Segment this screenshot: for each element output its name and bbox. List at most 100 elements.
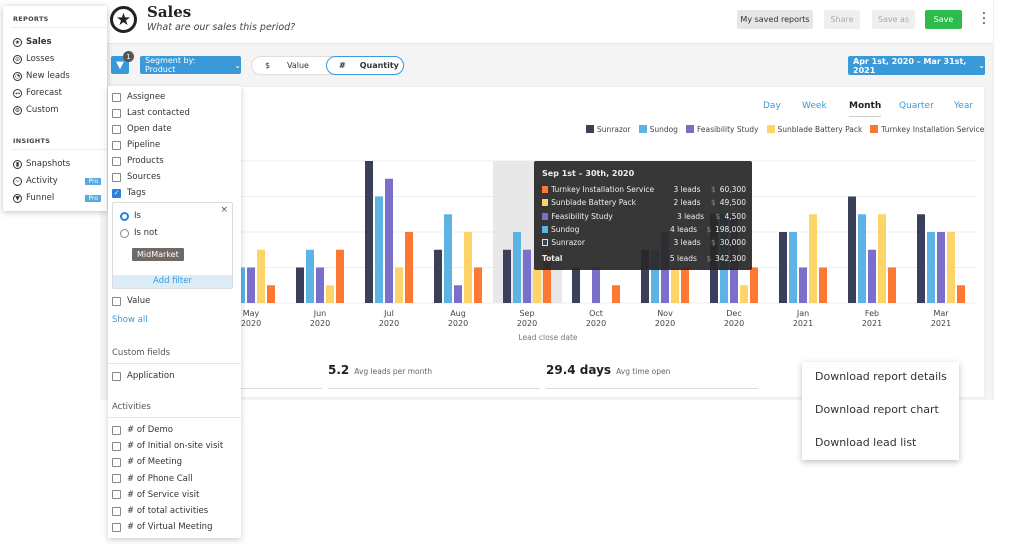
checkbox[interactable] xyxy=(112,441,121,451)
checkbox[interactable] xyxy=(112,506,121,516)
bar[interactable] xyxy=(947,232,955,303)
bar[interactable] xyxy=(375,196,383,304)
bar[interactable] xyxy=(592,267,600,304)
bar[interactable] xyxy=(572,267,580,304)
bar[interactable] xyxy=(405,232,413,303)
download-lead-list[interactable]: Download lead list xyxy=(815,436,917,449)
sidebar-item-activity[interactable]: ~ Activity Pro xyxy=(13,176,101,186)
filter-activity[interactable]: # of Virtual Meeting xyxy=(112,522,212,532)
save-as-button[interactable]: Save as xyxy=(872,10,915,29)
checkbox[interactable] xyxy=(112,140,121,150)
bar[interactable] xyxy=(809,214,817,303)
segment-dropdown[interactable]: Segment by: Product ⌄ xyxy=(140,56,241,74)
bar[interactable] xyxy=(533,267,541,304)
download-report-chart[interactable]: Download report chart xyxy=(815,403,939,416)
bar[interactable] xyxy=(503,249,511,303)
bar[interactable] xyxy=(474,267,482,304)
quantity-option[interactable]: # Quantity xyxy=(326,56,404,75)
bar[interactable] xyxy=(513,232,521,303)
checkbox[interactable]: ✓ xyxy=(112,188,121,198)
share-button[interactable]: Share xyxy=(824,10,860,29)
filter-sources[interactable]: Sources xyxy=(112,172,161,182)
filter-open-date[interactable]: Open date xyxy=(112,124,172,134)
bar[interactable] xyxy=(799,267,807,304)
date-range-picker[interactable]: Apr 1st, 2020 – Mar 31st, 2021 ⌄ xyxy=(848,56,985,75)
tag-chip[interactable]: MidMarket xyxy=(132,248,184,261)
bar[interactable] xyxy=(789,232,797,303)
bar[interactable] xyxy=(868,249,876,303)
bar[interactable] xyxy=(957,285,965,303)
bar[interactable] xyxy=(543,249,551,303)
bar[interactable] xyxy=(316,267,324,304)
checkbox[interactable] xyxy=(112,457,121,467)
bar[interactable] xyxy=(888,267,896,304)
value-option[interactable]: Value xyxy=(287,61,309,70)
filter-activity[interactable]: # of Meeting xyxy=(112,457,182,467)
bar[interactable] xyxy=(612,285,620,303)
filter-last-contacted[interactable]: Last contacted xyxy=(112,108,190,118)
filter-value[interactable]: Value xyxy=(112,296,150,306)
kebab-icon[interactable]: · · · xyxy=(981,6,987,32)
filter-activity[interactable]: # of Phone Call xyxy=(112,474,193,484)
filter-products[interactable]: Products xyxy=(112,156,164,166)
filter-application[interactable]: Application xyxy=(112,371,175,381)
bar[interactable] xyxy=(848,196,856,304)
bar[interactable] xyxy=(434,249,442,303)
save-button[interactable]: Save xyxy=(925,10,962,29)
saved-reports-button[interactable]: My saved reports xyxy=(737,10,813,29)
bar[interactable] xyxy=(740,285,748,303)
bar[interactable] xyxy=(927,232,935,303)
bar[interactable] xyxy=(336,249,344,303)
bar[interactable] xyxy=(937,232,945,303)
checkbox[interactable] xyxy=(112,474,121,484)
bar[interactable] xyxy=(306,249,314,303)
bar[interactable] xyxy=(385,178,393,303)
bar[interactable] xyxy=(681,267,689,304)
checkbox[interactable] xyxy=(112,425,121,435)
bar[interactable] xyxy=(365,161,373,303)
bar[interactable] xyxy=(444,214,452,303)
period-year[interactable]: Year xyxy=(954,101,974,111)
bar[interactable] xyxy=(651,249,659,303)
bar[interactable] xyxy=(779,232,787,303)
bar[interactable] xyxy=(237,267,245,304)
bar[interactable] xyxy=(267,285,275,303)
bar[interactable] xyxy=(878,214,886,303)
period-month[interactable]: Month xyxy=(849,101,882,117)
bar[interactable] xyxy=(326,285,334,303)
sidebar-item-losses[interactable]: ⊘ Losses xyxy=(13,54,101,64)
filter-activity[interactable]: # of Demo xyxy=(112,425,173,435)
sidebar-item-new-leads[interactable]: ◔ New leads xyxy=(13,71,101,81)
add-filter-button[interactable]: Add filter xyxy=(113,275,232,288)
radio-is-not[interactable]: Is not xyxy=(120,228,158,238)
download-report-details[interactable]: Download report details xyxy=(815,370,947,383)
bar[interactable] xyxy=(819,267,827,304)
period-quarter[interactable]: Quarter xyxy=(899,101,934,111)
bar[interactable] xyxy=(641,249,649,303)
checkbox[interactable] xyxy=(112,172,121,182)
filter-assignee[interactable]: Assignee xyxy=(112,92,165,102)
bar[interactable] xyxy=(296,267,304,304)
show-all-link[interactable]: Show all xyxy=(112,315,148,325)
checkbox[interactable] xyxy=(112,522,121,532)
filter-pipeline[interactable]: Pipeline xyxy=(112,140,160,150)
filter-activity[interactable]: # of total activities xyxy=(112,506,208,516)
sidebar-item-snapshots[interactable]: ▮ Snapshots xyxy=(13,159,101,169)
checkbox[interactable] xyxy=(112,156,121,166)
checkbox[interactable] xyxy=(112,92,121,102)
bar[interactable] xyxy=(257,249,265,303)
bar[interactable] xyxy=(671,267,679,304)
checkbox[interactable] xyxy=(112,124,121,134)
radio-is[interactable]: Is xyxy=(120,211,141,221)
bar[interactable] xyxy=(464,232,472,303)
bar[interactable] xyxy=(917,214,925,303)
sidebar-item-forecast[interactable]: ↔ Forecast xyxy=(13,88,101,98)
bar[interactable] xyxy=(858,214,866,303)
filter-tags[interactable]: ✓ Tags xyxy=(112,188,146,198)
bar[interactable] xyxy=(247,267,255,304)
filter-activity[interactable]: # of Service visit xyxy=(112,490,199,500)
filter-activity[interactable]: # of Initial on-site visit xyxy=(112,441,223,451)
bar[interactable] xyxy=(750,267,758,304)
bar[interactable] xyxy=(454,285,462,303)
checkbox[interactable] xyxy=(112,490,121,500)
